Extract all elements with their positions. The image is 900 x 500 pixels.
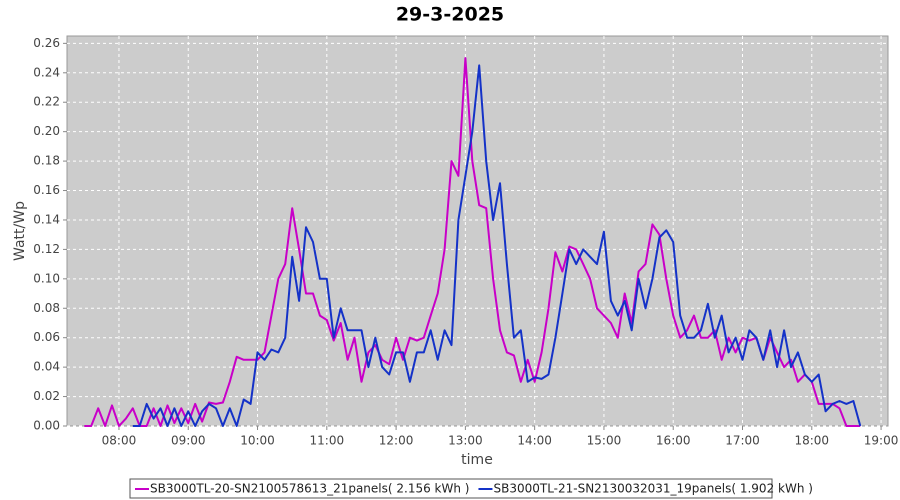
y-tick-label: 0.26 — [33, 36, 60, 50]
y-tick-label: 0.02 — [33, 389, 60, 403]
x-tick-label: 16:00 — [656, 434, 691, 448]
legend-label: SB3000TL-20-SN2100578613_21panels( 2.156… — [150, 482, 469, 496]
y-tick-label: 0.06 — [33, 330, 60, 344]
y-tick-label: 0.20 — [33, 124, 60, 138]
x-tick-label: 09:00 — [171, 434, 206, 448]
y-tick-label: 0.08 — [33, 301, 60, 315]
x-axis-label: time — [461, 452, 493, 468]
y-tick-label: 0.00 — [33, 419, 60, 433]
y-tick-label: 0.22 — [33, 95, 60, 109]
x-tick-label: 18:00 — [794, 434, 829, 448]
y-tick-label: 0.12 — [33, 242, 60, 256]
x-tick-label: 10:00 — [240, 434, 275, 448]
y-tick-label: 0.10 — [33, 271, 60, 285]
legend-label: SB3000TL-21-SN2130032031_19panels( 1.902… — [493, 482, 812, 496]
x-tick-label: 08:00 — [102, 434, 137, 448]
x-tick-label: 19:00 — [864, 434, 899, 448]
y-tick-label: 0.04 — [33, 360, 60, 374]
y-axis-label: Watt/Wp — [12, 201, 28, 261]
series-line — [132, 64, 862, 427]
x-tick-label: 11:00 — [310, 434, 345, 448]
x-tick-label: 13:00 — [448, 434, 483, 448]
x-tick-label: 15:00 — [587, 434, 622, 448]
x-tick-label: 14:00 — [517, 434, 552, 448]
series-line — [84, 57, 861, 427]
y-tick-label: 0.18 — [33, 154, 60, 168]
chart-title: 29-3-2025 — [396, 4, 504, 26]
y-tick-label: 0.16 — [33, 183, 60, 197]
x-tick-label: 17:00 — [725, 434, 760, 448]
y-tick-label: 0.24 — [33, 65, 60, 79]
x-tick-label: 12:00 — [379, 434, 414, 448]
y-tick-label: 0.14 — [33, 212, 60, 226]
legend — [129, 478, 773, 499]
plot-area — [66, 35, 889, 427]
